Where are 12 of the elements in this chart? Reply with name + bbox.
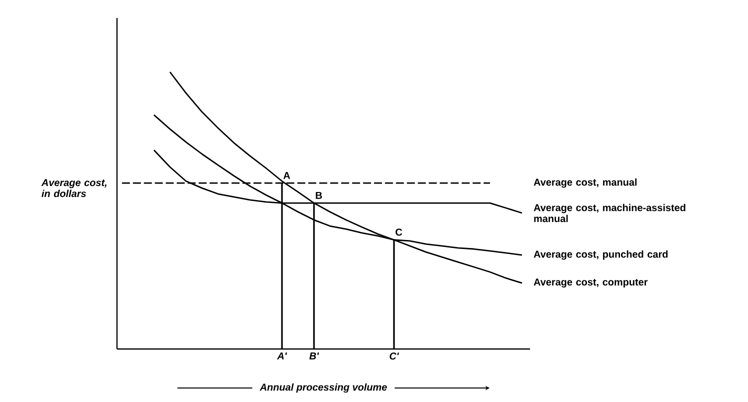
series-label: Average cost, machine-assisted manual [534, 204, 686, 222]
x-tick-label: B' [309, 352, 320, 360]
series-label: Average cost, punched card [534, 250, 668, 260]
y-axis-title: Average cost, in dollars [41, 179, 107, 198]
x-tick-label: A' [276, 352, 288, 360]
annotation: A [283, 172, 290, 179]
series-label: Average cost, computer [534, 278, 648, 288]
x-tick-label: C' [390, 352, 400, 360]
x-axis-title: Annual processing volume [260, 383, 387, 393]
annotation: C [396, 228, 402, 236]
annotation: B [316, 192, 322, 199]
text: Average cost, manual [534, 178, 637, 188]
